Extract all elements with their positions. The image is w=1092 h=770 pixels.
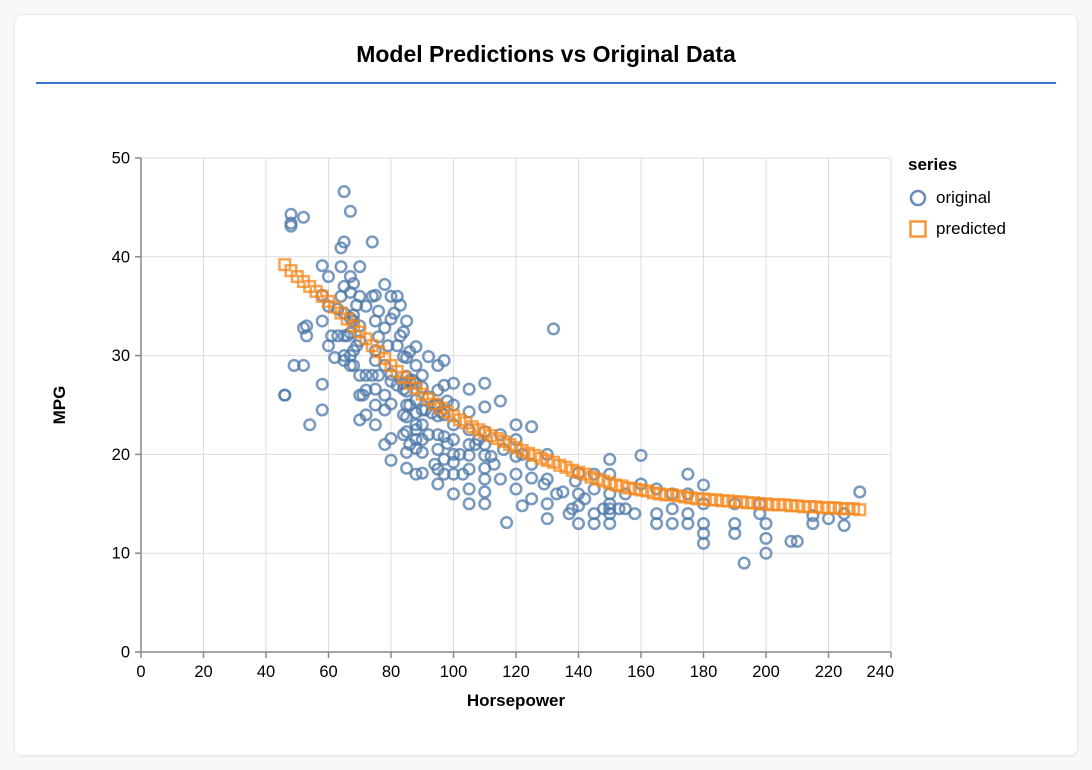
chart-area: 0 20 40 60 80 100 120 140 160 180 200 220 240 0 10 20 30… (15, 125, 1077, 750)
original-series-circle-icon (909, 189, 927, 206)
legend-item-predicted: predicted (908, 213, 1006, 244)
svg-text:140: 140 (565, 663, 593, 681)
legend: series original predicted (908, 155, 1006, 244)
svg-text:120: 120 (502, 663, 530, 681)
svg-text:60: 60 (319, 663, 337, 681)
svg-text:240: 240 (866, 663, 894, 681)
svg-text:0: 0 (121, 644, 130, 662)
legend-title: series (908, 155, 958, 174)
svg-text:40: 40 (257, 663, 275, 681)
svg-text:220: 220 (815, 663, 843, 681)
gridlines (140, 157, 892, 653)
x-axis-title: Horsepower (466, 691, 566, 710)
svg-text:10: 10 (112, 545, 130, 563)
svg-text:0: 0 (136, 663, 145, 681)
svg-text:30: 30 (112, 347, 130, 365)
page-title: Model Predictions vs Original Data (356, 41, 736, 67)
legend-item-original: original (908, 182, 1006, 213)
svg-text:200: 200 (752, 663, 780, 681)
scatter-plot: 0 20 40 60 80 100 120 140 160 180 200 220 240 0 10 20 30… (112, 150, 894, 682)
svg-text:40: 40 (112, 248, 130, 266)
chart-card: Model Predictions vs Original Data 0 20 40… (14, 14, 1078, 756)
svg-text:20: 20 (112, 446, 130, 464)
axes: 0 20 40 60 80 100 120 140 160 180 200 220 240 0 10 20 30… (112, 150, 894, 682)
y-axis-title: MPG (50, 385, 69, 425)
svg-text:100: 100 (440, 663, 468, 681)
series-predicted (278, 258, 867, 517)
svg-text:20: 20 (194, 663, 212, 681)
svg-text:80: 80 (382, 663, 400, 681)
predicted-series-square-icon (909, 219, 927, 238)
svg-text:160: 160 (627, 663, 655, 681)
legend-label-predicted: predicted (936, 218, 1006, 238)
svg-text:50: 50 (112, 150, 130, 168)
title-divider (36, 82, 1056, 84)
legend-label-original: original (936, 187, 991, 207)
svg-text:180: 180 (690, 663, 718, 681)
